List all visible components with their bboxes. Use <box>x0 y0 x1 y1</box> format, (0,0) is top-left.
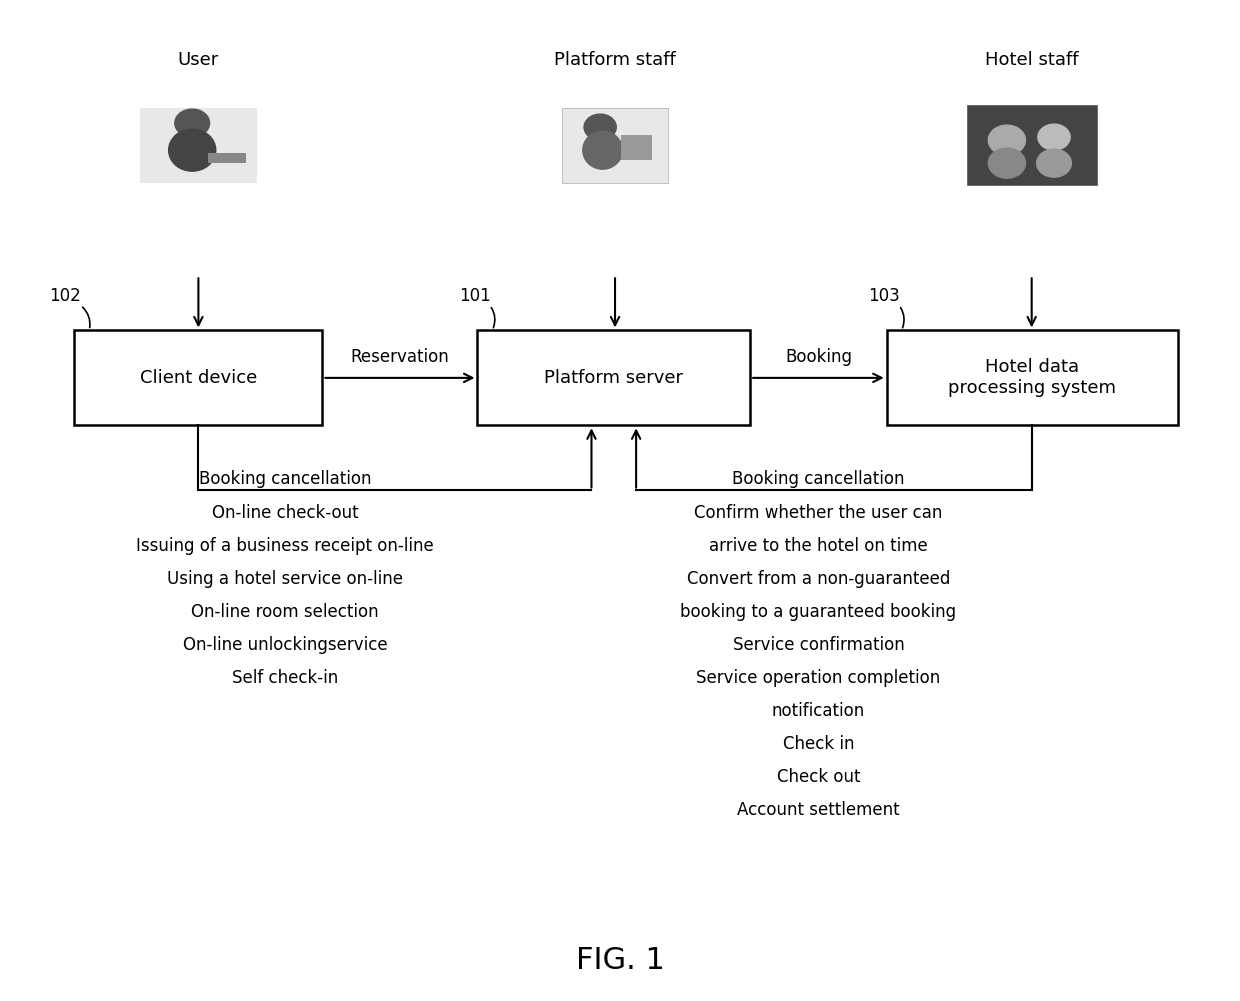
Text: Booking cancellation: Booking cancellation <box>198 470 372 488</box>
Text: booking to a guaranteed booking: booking to a guaranteed booking <box>681 603 956 621</box>
Text: On-line room selection: On-line room selection <box>191 603 379 621</box>
Text: Self check-in: Self check-in <box>232 669 339 687</box>
Text: Reservation: Reservation <box>351 348 449 366</box>
Text: FIG. 1: FIG. 1 <box>575 947 665 975</box>
Ellipse shape <box>1037 149 1071 177</box>
Text: 103: 103 <box>868 287 900 305</box>
Text: Platform server: Platform server <box>544 369 683 386</box>
Text: Using a hotel service on-line: Using a hotel service on-line <box>167 570 403 588</box>
Text: Hotel data
processing system: Hotel data processing system <box>949 358 1116 397</box>
Text: Account settlement: Account settlement <box>737 801 900 819</box>
Text: Booking: Booking <box>785 348 852 366</box>
FancyBboxPatch shape <box>477 330 750 425</box>
Circle shape <box>1038 124 1070 150</box>
FancyBboxPatch shape <box>208 153 246 163</box>
Text: Client device: Client device <box>140 369 257 386</box>
Text: Check in: Check in <box>782 735 854 753</box>
FancyBboxPatch shape <box>74 330 322 425</box>
Text: Hotel staff: Hotel staff <box>985 51 1079 69</box>
FancyBboxPatch shape <box>139 108 258 182</box>
Text: Confirm whether the user can: Confirm whether the user can <box>694 504 942 522</box>
Text: Issuing of a business receipt on-line: Issuing of a business receipt on-line <box>136 537 434 555</box>
Text: arrive to the hotel on time: arrive to the hotel on time <box>709 537 928 555</box>
Circle shape <box>988 125 1025 155</box>
Text: Service confirmation: Service confirmation <box>733 636 904 654</box>
Ellipse shape <box>988 148 1025 178</box>
Text: Service operation completion: Service operation completion <box>697 669 940 687</box>
Ellipse shape <box>169 129 216 171</box>
Text: Check out: Check out <box>776 768 861 786</box>
Text: Booking cancellation: Booking cancellation <box>732 470 905 488</box>
Circle shape <box>584 114 616 140</box>
Text: On-line unlockingservice: On-line unlockingservice <box>182 636 388 654</box>
Text: 102: 102 <box>50 287 82 305</box>
FancyBboxPatch shape <box>887 330 1178 425</box>
Ellipse shape <box>583 131 622 169</box>
Circle shape <box>175 109 210 137</box>
Text: On-line check-out: On-line check-out <box>212 504 358 522</box>
Text: Convert from a non-guaranteed: Convert from a non-guaranteed <box>687 570 950 588</box>
Text: User: User <box>177 51 219 69</box>
Text: Platform staff: Platform staff <box>554 51 676 69</box>
FancyBboxPatch shape <box>563 108 667 182</box>
FancyBboxPatch shape <box>621 135 652 160</box>
Text: 101: 101 <box>459 287 491 305</box>
Text: notification: notification <box>771 702 866 720</box>
FancyBboxPatch shape <box>967 105 1096 185</box>
